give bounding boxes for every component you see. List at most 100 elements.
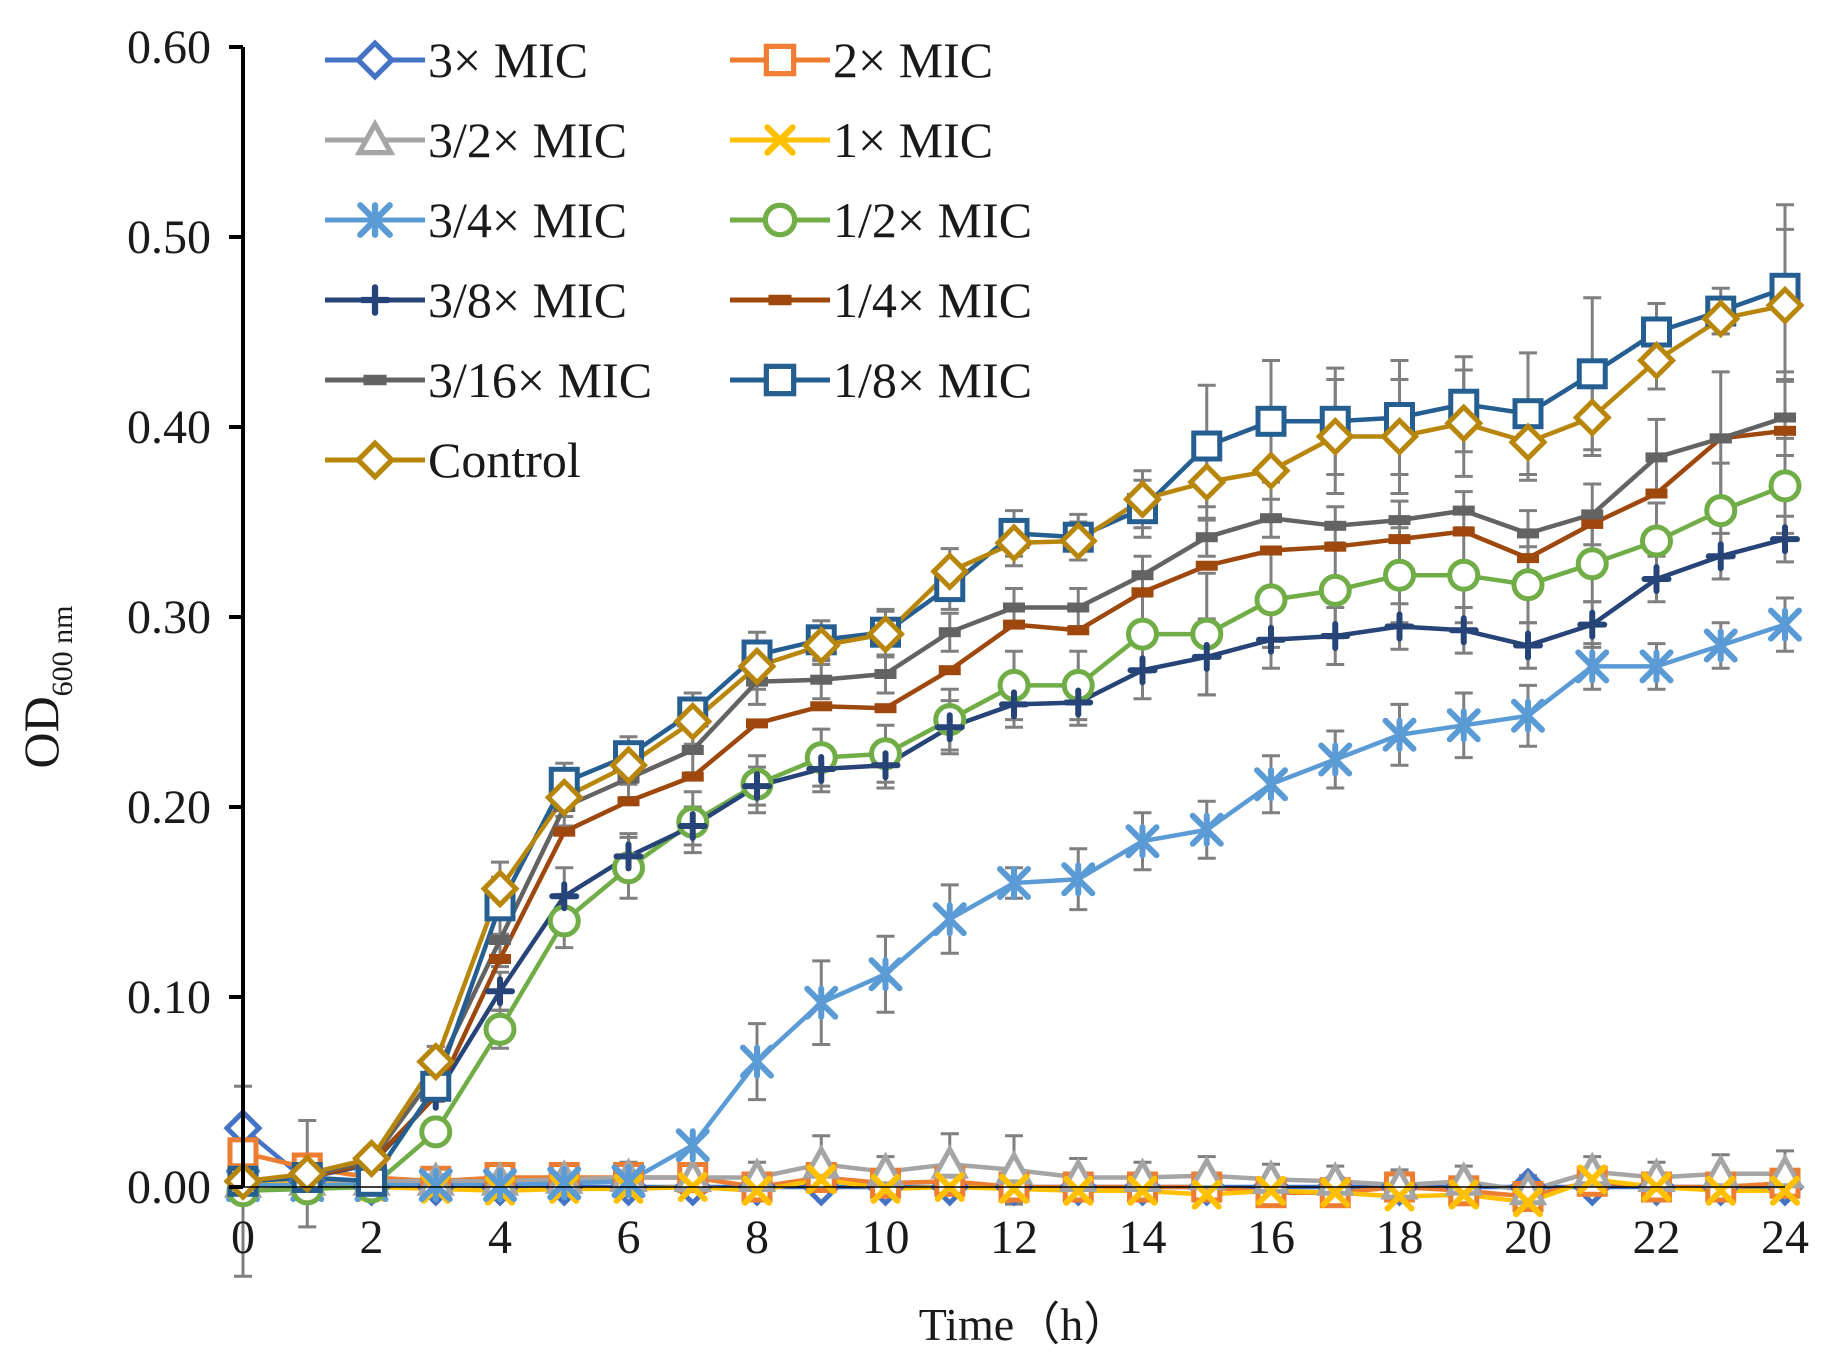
series-6-point <box>1770 524 1800 555</box>
y-tick-label: 0.10 <box>127 971 211 1024</box>
series-10-point <box>1572 397 1612 438</box>
series-8-point-shape <box>1388 515 1411 526</box>
x-tick-label: 24 <box>1761 1211 1809 1264</box>
series-7-point <box>746 718 768 729</box>
series-8-point <box>938 627 961 638</box>
series-7-point-shape <box>681 771 704 782</box>
series-8-point-shape <box>1645 452 1668 463</box>
series-4-point-shape <box>868 957 903 992</box>
series-6-point-shape <box>1320 621 1351 651</box>
series-5-point-shape <box>483 1012 517 1046</box>
series-10-point-shape <box>351 1138 392 1179</box>
series-4-point <box>1703 628 1738 663</box>
legend-item: Control <box>325 432 581 488</box>
series-7-point-shape <box>1388 534 1411 545</box>
series-10-point-shape <box>416 1042 456 1082</box>
series-3-point <box>1320 1177 1351 1208</box>
legend-item: 3/2× MIC <box>325 112 627 168</box>
series-10-point <box>1636 340 1677 381</box>
series-5-point-shape <box>419 1115 453 1149</box>
series-8-point-shape <box>1324 520 1347 531</box>
x-tick-label: 22 <box>1633 1211 1681 1264</box>
legend-swatch-marker-shape <box>359 284 391 316</box>
series-7-point-shape <box>1581 518 1604 529</box>
series-7-point <box>874 703 897 714</box>
series-2-point-shape <box>1701 1153 1740 1189</box>
legend-item: 3/8× MIC <box>325 272 627 328</box>
legend-item: 3/16× MIC <box>325 352 652 408</box>
y-tick-label: 0.20 <box>127 781 211 834</box>
series-8-point <box>681 745 704 755</box>
legend-swatch-marker <box>359 284 391 316</box>
legend-item: 1/4× MIC <box>730 272 1032 328</box>
series-6-line <box>242 536 1786 1184</box>
series-5-point-shape <box>1640 524 1673 558</box>
series-5-point <box>1383 558 1416 592</box>
series-6-point <box>1641 564 1672 594</box>
series-7-point <box>1260 545 1282 556</box>
series-10-point <box>544 777 584 818</box>
series-5-point <box>1254 583 1288 617</box>
series-6-point <box>677 811 708 841</box>
series-10-point <box>351 1138 392 1179</box>
series-10-point-shape <box>1251 451 1291 491</box>
series-5-point <box>1704 494 1738 528</box>
legend-swatch-marker <box>354 39 396 81</box>
series-4-point-shape <box>804 985 839 1020</box>
series-7-point-shape <box>810 701 833 712</box>
series-7-point-shape <box>1131 587 1154 598</box>
series-6-point-shape <box>1127 655 1158 686</box>
series-3-point-shape <box>742 1175 772 1206</box>
series-10-point <box>608 745 649 785</box>
series-10-point-shape <box>1187 462 1227 502</box>
series-10-point-shape <box>287 1154 327 1194</box>
legend-label: 1× MIC <box>833 112 993 168</box>
series-4-point <box>1446 708 1481 743</box>
series-10-point <box>1122 479 1163 519</box>
series-9-point <box>1255 405 1287 437</box>
series-lines <box>241 286 1786 1205</box>
series-6-point-shape <box>1705 541 1736 572</box>
series-2-point <box>866 1151 905 1187</box>
series-6-point <box>1320 621 1351 651</box>
series-3-point <box>1127 1175 1158 1206</box>
series-4-point <box>1189 812 1224 847</box>
x-tick-label: 20 <box>1504 1211 1552 1264</box>
series-10-point <box>287 1154 327 1194</box>
legend-item: 2× MIC <box>730 32 993 88</box>
series-10-point <box>1315 416 1355 457</box>
series-6-point <box>1384 611 1415 642</box>
series-10-point <box>1765 285 1805 325</box>
series-6-point-shape <box>1063 687 1094 718</box>
series-5-point-shape <box>1318 573 1352 607</box>
series-10-point-shape <box>1315 416 1355 457</box>
legend-item: 3/4× MIC <box>325 192 627 248</box>
series-8-point <box>1452 505 1475 516</box>
legend-label: 3/16× MIC <box>428 352 652 408</box>
series-8-point <box>1131 570 1154 581</box>
series-10-point <box>1379 416 1420 457</box>
series-10-point-shape <box>1765 285 1805 325</box>
series-6-point <box>806 754 837 784</box>
series-9-point <box>1641 316 1672 348</box>
series-4-point-shape <box>1639 649 1674 684</box>
series-6-point <box>1256 624 1286 655</box>
series-4-point <box>611 1164 646 1199</box>
x-axis-title: Time（h） <box>919 1299 1129 1350</box>
legend-swatch-marker-shape <box>354 39 396 81</box>
series-6-point-shape <box>613 841 644 872</box>
legend-label: 3/4× MIC <box>428 192 627 248</box>
legend-swatch-marker <box>768 294 792 306</box>
series-6-point-shape <box>1191 641 1222 672</box>
legend-label: 1/8× MIC <box>833 352 1032 408</box>
y-tick-label: 0.30 <box>127 591 211 644</box>
series-6-point <box>1127 655 1158 686</box>
series-3-point-shape <box>1384 1181 1415 1212</box>
series-7-point-shape <box>1324 541 1347 552</box>
series-3-point-shape <box>870 1173 901 1204</box>
series-8-point <box>1324 520 1347 531</box>
series-8-point-shape <box>1067 602 1090 613</box>
legend-label: Control <box>428 432 581 488</box>
series-5-point <box>1511 568 1545 602</box>
series-7-point-shape <box>1195 560 1218 571</box>
